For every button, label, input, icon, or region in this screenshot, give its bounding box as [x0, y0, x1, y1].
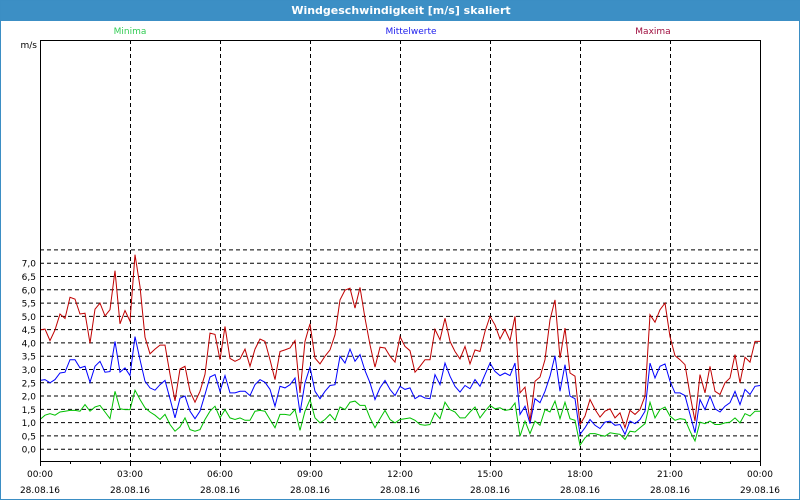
x-tick-date-label: 28.08.16 — [470, 486, 510, 496]
y-tick-label: 7,0 — [22, 260, 37, 270]
x-tick-time-label: 00:00 — [747, 470, 773, 480]
x-tick-date-label: 28.08.16 — [380, 486, 420, 496]
y-tick-label: 0,0 — [22, 446, 37, 456]
x-tick-date-label: 28.08.16 — [20, 486, 60, 496]
x-tick-date-label: 28.08.16 — [560, 486, 600, 496]
x-tick-time-label: 21:00 — [657, 470, 683, 480]
x-tick-time-label: 18:00 — [567, 470, 593, 480]
x-tick-date-label: 29.08.16 — [740, 486, 780, 496]
x-tick-date-label: 28.08.16 — [200, 486, 240, 496]
y-tick-label: 0,5 — [22, 432, 36, 442]
x-tick-time-label: 12:00 — [387, 470, 413, 480]
x-tick-time-label: 00:00 — [27, 470, 53, 480]
y-tick-label: 5,0 — [22, 313, 37, 323]
legend-entry-minima: Minima — [114, 27, 147, 37]
series-lines — [39, 254, 761, 447]
series-line-mittelwerte — [39, 336, 761, 436]
y-tick-label: 1,0 — [22, 419, 37, 429]
x-tick-time-label: 15:00 — [477, 470, 503, 480]
legend: Minima Mittelwerte Maxima — [114, 27, 671, 37]
y-tick-label: 6,5 — [22, 273, 36, 283]
y-axis-unit-label: m/s — [21, 41, 38, 51]
y-tick-label: 2,5 — [22, 379, 36, 389]
x-tick-time-label: 03:00 — [117, 470, 143, 480]
y-tick-label: 4,5 — [22, 326, 36, 336]
y-tick-label: 6,0 — [22, 286, 37, 296]
window-title: Windgeschwindigkeit [m/s] skaliert — [1, 1, 800, 21]
y-tick-label: 4,0 — [22, 339, 37, 349]
y-tick-label: 1,5 — [22, 406, 36, 416]
axes: 0,0 0,5 1,0 1,5 2,0 2,5 3,0 3,5 4,0 4,5 5,0 5,5 6,0 6… — [20, 40, 780, 496]
x-tick-time-label: 09:00 — [297, 470, 323, 480]
legend-entry-maxima: Maxima — [635, 27, 670, 37]
y-tick-label: 5,5 — [22, 300, 36, 310]
series-line-maxima — [39, 254, 760, 430]
series-line-minima — [39, 388, 760, 447]
x-tick-date-label: 28.08.16 — [650, 486, 690, 496]
x-tick-time-label: 06:00 — [207, 470, 233, 480]
y-tick-label: 2,0 — [22, 393, 37, 403]
y-tick-label: 3,0 — [22, 366, 37, 376]
grid — [40, 40, 760, 461]
y-tick-label: 3,5 — [22, 353, 36, 363]
x-tick-date-label: 28.08.16 — [110, 486, 150, 496]
legend-entry-mittelwerte: Mittelwerte — [385, 27, 436, 37]
x-tick-date-label: 28.08.16 — [290, 486, 330, 496]
